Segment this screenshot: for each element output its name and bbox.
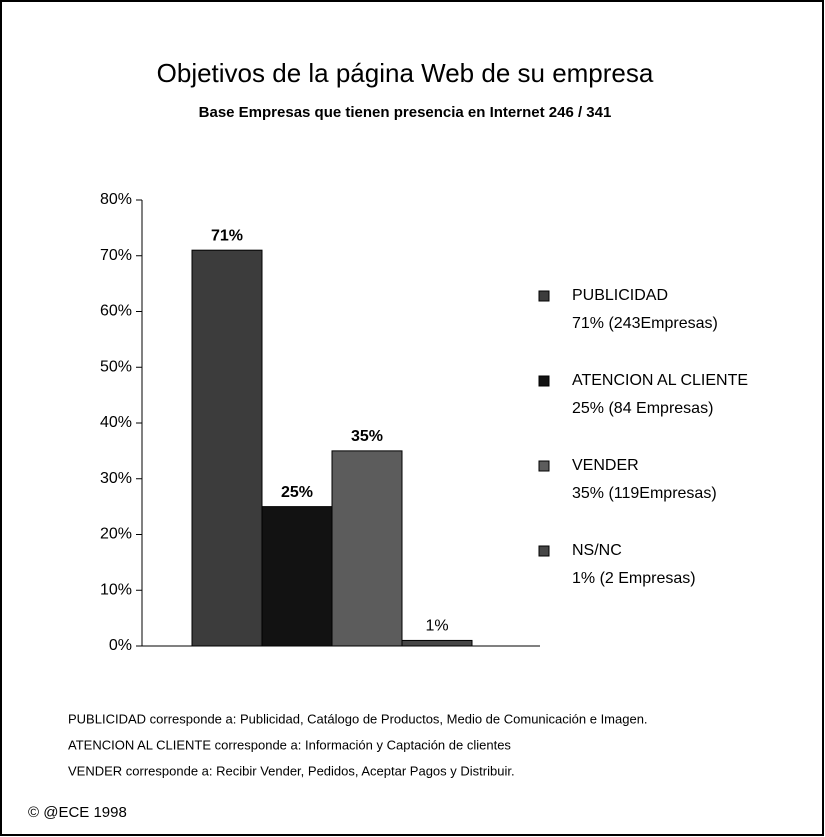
footnote: VENDER corresponde a: Recibir Vender, Pe…	[68, 763, 515, 778]
legend-detail: 25% (84 Empresas)	[572, 400, 713, 417]
value-label: 1%	[425, 618, 448, 635]
legend-swatch	[538, 545, 550, 557]
legend-label: ATENCION AL CLIENTE	[572, 372, 748, 389]
footnote: PUBLICIDAD corresponde a: Publicidad, Ca…	[68, 711, 648, 726]
legend-label: NS/NC	[572, 542, 622, 559]
y-tick-label: 0%	[109, 637, 132, 654]
legend-label: PUBLICIDAD	[572, 287, 668, 304]
copyright: © @ECE 1998	[28, 804, 127, 821]
legend-detail: 1% (2 Empresas)	[572, 570, 696, 587]
y-tick-label: 30%	[100, 470, 132, 487]
y-tick-label: 70%	[100, 247, 132, 264]
chart-subtitle: Base Empresas que tienen presencia en In…	[199, 104, 612, 121]
legend-swatch	[538, 290, 550, 302]
value-label: 71%	[211, 227, 243, 244]
footnote: ATENCION AL CLIENTE corresponde a: Infor…	[68, 737, 511, 752]
bar	[191, 249, 263, 647]
y-tick-label: 20%	[100, 526, 132, 543]
legend-swatch	[538, 375, 550, 387]
bar	[331, 450, 403, 647]
legend-label: VENDER	[572, 457, 639, 474]
y-tick-label: 80%	[100, 191, 132, 208]
y-tick-label: 40%	[100, 414, 132, 431]
y-tick-label: 60%	[100, 303, 132, 320]
bar	[401, 639, 473, 647]
value-label: 25%	[281, 484, 313, 501]
chart-title: Objetivos de la página Web de su empresa	[157, 58, 654, 88]
bar	[261, 506, 333, 647]
legend-detail: 35% (119Empresas)	[572, 485, 717, 502]
legend-detail: 71% (243Empresas)	[572, 315, 718, 332]
y-tick-label: 10%	[100, 581, 132, 598]
value-label: 35%	[351, 428, 383, 445]
y-tick-label: 50%	[100, 358, 132, 375]
legend-swatch	[538, 460, 550, 472]
